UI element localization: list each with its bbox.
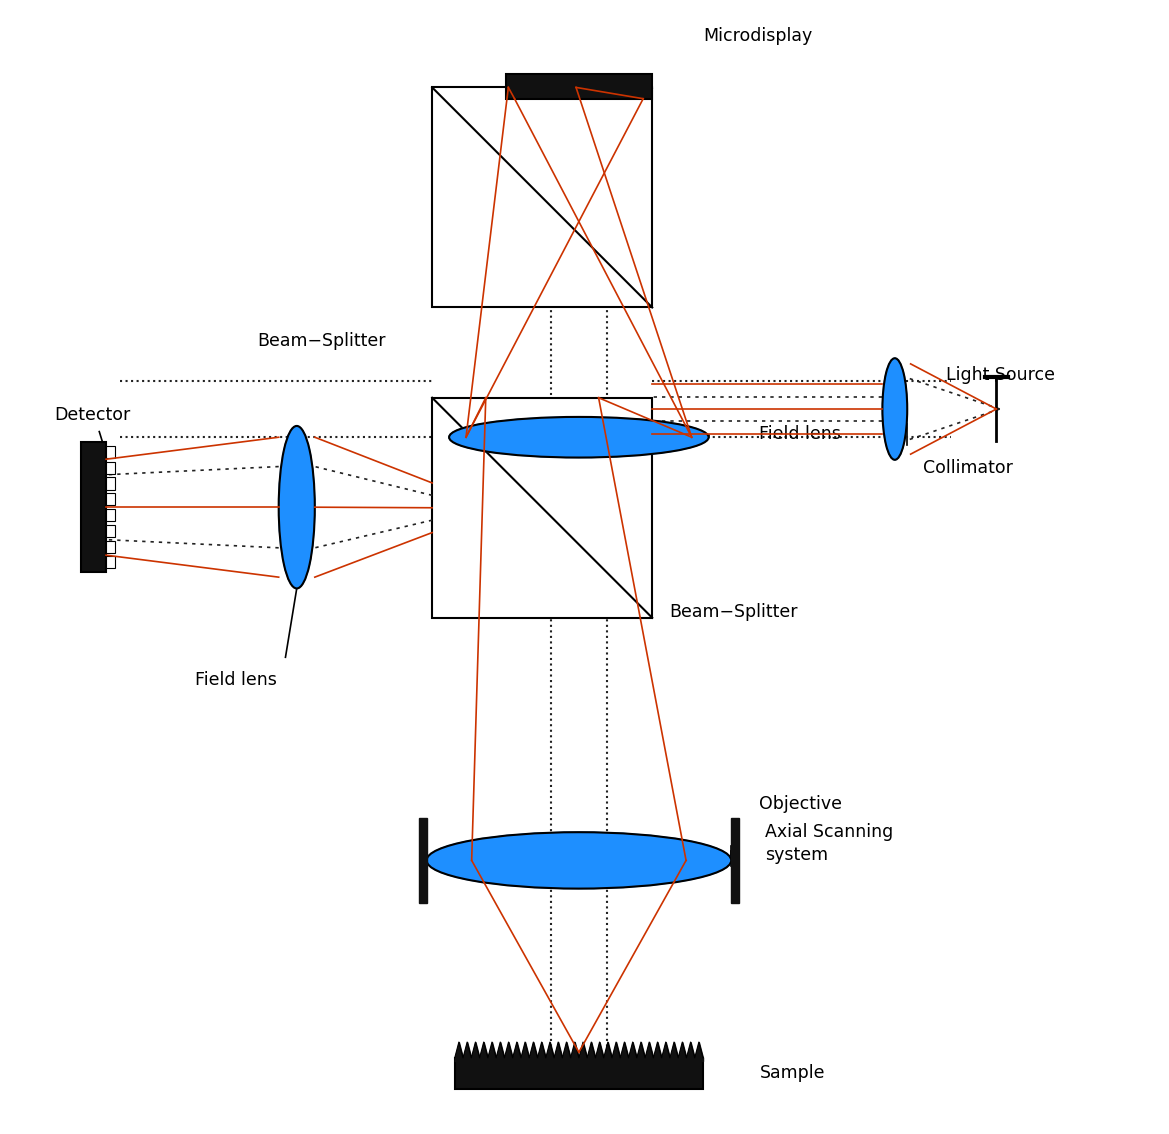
Bar xyxy=(106,477,115,490)
Bar xyxy=(433,87,652,307)
Bar xyxy=(106,446,115,458)
Bar xyxy=(731,818,739,904)
Bar xyxy=(505,74,652,99)
Bar xyxy=(106,509,115,522)
Bar xyxy=(106,557,115,568)
Text: Detector: Detector xyxy=(54,406,131,424)
Text: Light Source: Light Source xyxy=(946,366,1054,384)
Bar xyxy=(433,398,652,618)
Text: Axial Scanning
system: Axial Scanning system xyxy=(765,822,893,864)
Ellipse shape xyxy=(427,832,731,889)
Ellipse shape xyxy=(449,417,708,457)
Text: Beam−Splitter: Beam−Splitter xyxy=(257,332,386,350)
Text: Field lens: Field lens xyxy=(195,671,277,688)
Text: Objective: Objective xyxy=(760,795,843,813)
Bar xyxy=(419,818,427,904)
Text: Beam−Splitter: Beam−Splitter xyxy=(669,603,797,621)
Bar xyxy=(81,442,106,572)
Bar xyxy=(106,462,115,474)
Text: Microdisplay: Microdisplay xyxy=(703,26,812,44)
Text: Sample: Sample xyxy=(760,1064,825,1082)
Text: Collimator: Collimator xyxy=(924,458,1012,476)
Ellipse shape xyxy=(883,358,907,459)
Bar xyxy=(106,493,115,506)
Text: Field lens: Field lens xyxy=(760,425,842,443)
Bar xyxy=(106,525,115,536)
Bar xyxy=(106,541,115,552)
Ellipse shape xyxy=(278,426,314,589)
Bar xyxy=(455,1058,703,1090)
